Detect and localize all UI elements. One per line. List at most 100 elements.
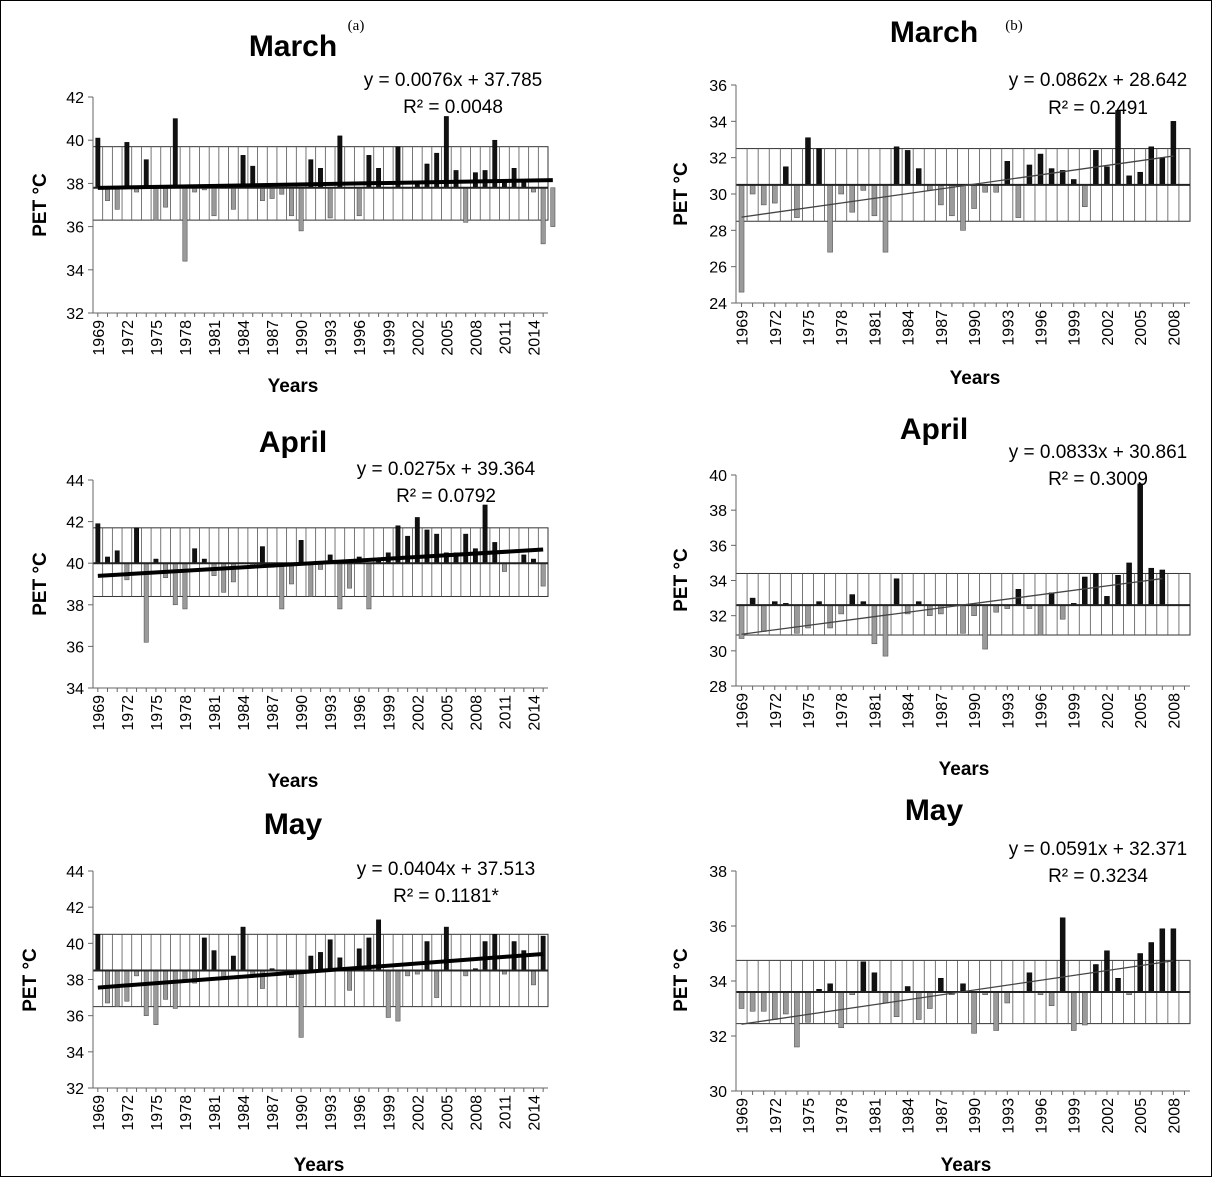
- trend-equation: y = 0.0076x + 37.785: [364, 70, 543, 91]
- x-tick-label: 1978: [834, 693, 851, 729]
- x-axis-label: Years: [950, 368, 1001, 389]
- y-tick-label: 34: [66, 263, 84, 280]
- chart-title: May: [905, 794, 964, 827]
- x-tick-label: 1969: [735, 1098, 752, 1134]
- bar-1993: [327, 939, 333, 971]
- r-squared: R² = 0.3234: [1048, 866, 1148, 887]
- r-squared: R² = 0.0792: [396, 486, 496, 507]
- x-tick-label: 2002: [1100, 310, 1117, 346]
- y-axis-label: PET °C: [671, 162, 692, 226]
- y-axis-label: PET °C: [30, 173, 51, 237]
- x-tick-label: 1987: [934, 1098, 951, 1134]
- x-tick-label: 1972: [120, 695, 137, 731]
- bar-1995: [347, 562, 352, 589]
- y-tick-label: 34: [709, 974, 727, 991]
- chart-panel-1: 32 34 36 38 40 42 1969 1972 1975 1978 1981 1984 1987…: [30, 18, 556, 397]
- bar-1976: [816, 148, 822, 186]
- bar-1983: [893, 578, 900, 606]
- y-tick-label: 30: [709, 187, 727, 204]
- bar-2006: [1148, 146, 1154, 186]
- x-tick-label: 2002: [410, 1095, 427, 1131]
- bar-1973: [783, 166, 789, 186]
- x-tick-label: 1984: [901, 1098, 918, 1134]
- x-tick-label: 1990: [294, 695, 311, 731]
- x-tick-label: 1972: [768, 1098, 785, 1134]
- y-tick-label: 32: [709, 609, 727, 626]
- x-tick-label: 1975: [801, 693, 818, 729]
- bar-1971: [114, 550, 120, 564]
- bar-1977: [827, 983, 833, 993]
- bar-1988: [279, 562, 285, 610]
- bar-1984: [240, 155, 246, 188]
- x-tick-label: 1975: [149, 320, 166, 356]
- bar-1978: [838, 184, 844, 195]
- bar-2004: [1126, 562, 1132, 606]
- bar-1998: [1059, 604, 1066, 620]
- bar-1987: [938, 978, 944, 993]
- x-tick-label: 1969: [91, 1095, 108, 1131]
- y-tick-label: 36: [709, 78, 727, 95]
- bar-2001: [1093, 964, 1099, 993]
- x-tick-label: 1981: [867, 310, 884, 346]
- x-tick-label: 1975: [149, 1095, 166, 1131]
- x-tick-label: 2014: [526, 320, 543, 356]
- x-tick-label: 1978: [178, 320, 195, 356]
- bar-1969: [95, 934, 101, 971]
- bar-1984: [240, 926, 246, 971]
- r-squared: R² = 0.2491: [1048, 98, 1148, 119]
- bar-2000: [1082, 576, 1088, 606]
- bar-2004: [434, 970, 440, 998]
- bar-1996: [356, 187, 362, 217]
- x-tick-label: 1999: [1067, 310, 1084, 346]
- bar-1985: [915, 168, 922, 186]
- bar-1986: [927, 991, 933, 1009]
- bar-2012: [511, 168, 517, 188]
- bar-2005: [1137, 953, 1143, 993]
- x-tick-label: 1981: [207, 320, 224, 356]
- bar-1991: [982, 604, 988, 650]
- chart-title: April: [900, 413, 968, 446]
- chart-panel-4: 28 30 32 34 36 38 40 1969 1972 1975 1978 1981 1984 19…: [671, 413, 1191, 780]
- x-tick-label: 1993: [323, 320, 340, 356]
- x-tick-label: 1984: [236, 320, 253, 356]
- x-tick-label: 1999: [381, 1095, 398, 1131]
- y-axis-label: PET °C: [30, 552, 51, 616]
- bar-1979: [192, 548, 198, 564]
- y-axis-label: PET °C: [671, 548, 692, 612]
- x-tick-label: 1993: [1000, 1098, 1017, 1134]
- bar-1987: [938, 184, 944, 206]
- x-tick-label: 1987: [265, 1095, 282, 1131]
- bar-1971: [760, 604, 767, 632]
- bar-1995: [347, 970, 352, 991]
- bar-1974: [143, 159, 149, 188]
- bar-2007: [1159, 928, 1166, 993]
- bar-1990: [298, 970, 304, 1038]
- x-tick-label: 2002: [410, 320, 427, 356]
- bar-1971: [760, 991, 767, 1012]
- bar-1974: [794, 991, 800, 1048]
- x-tick-label: 1969: [735, 693, 752, 729]
- y-tick-label: 40: [66, 936, 84, 953]
- x-axis-label: Years: [268, 771, 319, 792]
- bar-1992: [993, 604, 999, 613]
- x-tick-label: 2014: [526, 695, 543, 731]
- bar-2005: [443, 926, 449, 971]
- panel-label: (b): [1005, 18, 1023, 34]
- bar-1971: [760, 184, 767, 206]
- y-tick-label: 36: [709, 919, 727, 936]
- chart-title: April: [259, 426, 327, 459]
- y-tick-label: 28: [709, 679, 727, 696]
- x-tick-label: 1990: [967, 1098, 984, 1134]
- bar-2015: [540, 562, 546, 587]
- chart-panel-2: 24 26 28 30 32 34 36 1969 1972 1975 1978 1981 1984 19…: [671, 16, 1191, 389]
- x-tick-label: 1978: [178, 1095, 195, 1131]
- bar-2014: [531, 970, 536, 986]
- x-tick-label: 1984: [236, 1095, 253, 1131]
- bar-2002: [1104, 166, 1110, 186]
- bar-1969: [95, 137, 101, 188]
- bar-1990: [971, 184, 977, 209]
- bar-1974: [794, 184, 800, 218]
- r-squared: R² = 0.3009: [1048, 469, 1148, 490]
- bar-1976: [163, 970, 169, 1000]
- bar-1969: [738, 991, 745, 1009]
